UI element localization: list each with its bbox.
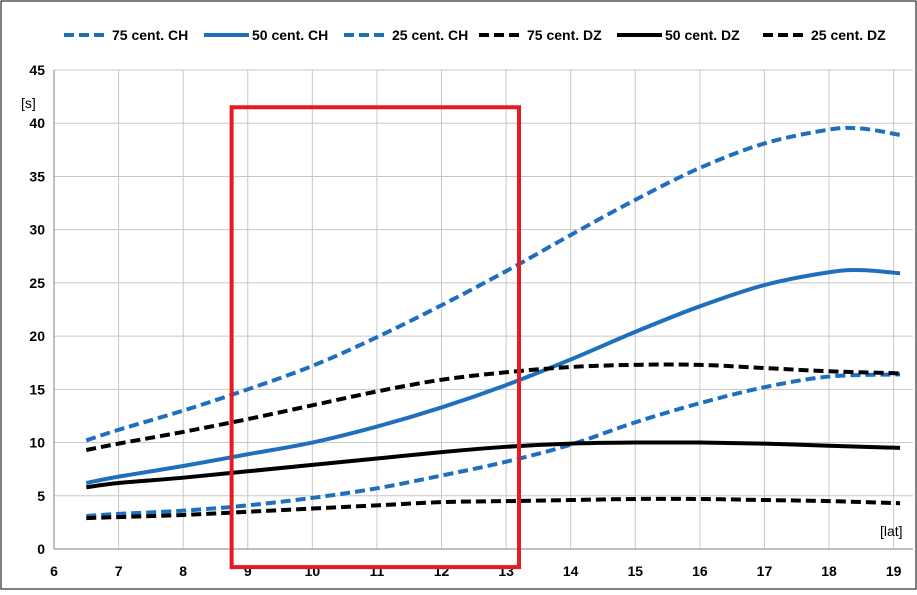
legend: 75 cent. CH 50 cent. CH 25 cent. CH 75 cent… bbox=[64, 27, 886, 43]
series-line-5 bbox=[86, 440, 901, 490]
y-tick-label: 5 bbox=[37, 488, 45, 504]
x-axis-label: [lat] bbox=[880, 523, 903, 539]
series-line-1 bbox=[85, 125, 901, 443]
y-tick-label: 45 bbox=[29, 62, 45, 78]
x-tick-label: 19 bbox=[886, 563, 902, 579]
series-line-3 bbox=[86, 372, 901, 518]
x-tick-label: 14 bbox=[563, 563, 579, 579]
series-lines bbox=[85, 125, 901, 521]
y-tick-label: 40 bbox=[29, 115, 45, 131]
legend-label-1: 75 cent. CH bbox=[112, 27, 188, 43]
x-tick-label: 18 bbox=[821, 563, 837, 579]
x-tick-label: 15 bbox=[627, 563, 643, 579]
series-line-4 bbox=[85, 362, 901, 452]
legend-label-5: 50 cent. DZ bbox=[665, 27, 740, 43]
legend-label-2: 50 cent. CH bbox=[252, 27, 328, 43]
legend-label-3: 25 cent. CH bbox=[392, 27, 468, 43]
y-tick-label: 15 bbox=[29, 381, 45, 397]
y-tick-label: 20 bbox=[29, 328, 45, 344]
legend-label-4: 75 cent. DZ bbox=[527, 27, 602, 43]
y-axis-label: [s] bbox=[21, 95, 36, 111]
y-tick-label: 30 bbox=[29, 222, 45, 238]
y-tick-label: 25 bbox=[29, 275, 45, 291]
y-tick-label: 10 bbox=[29, 435, 45, 451]
grid-lines bbox=[54, 69, 913, 549]
x-tick-label: 8 bbox=[179, 563, 187, 579]
y-tick-label: 35 bbox=[29, 168, 45, 184]
axes bbox=[53, 70, 913, 550]
x-tick-label: 9 bbox=[244, 563, 252, 579]
y-tick-label: 0 bbox=[37, 541, 45, 557]
x-tick-label: 7 bbox=[115, 563, 123, 579]
legend-label-6: 25 cent. DZ bbox=[811, 27, 886, 43]
x-tick-label: 16 bbox=[692, 563, 708, 579]
series-line-6 bbox=[86, 496, 901, 521]
series-line-2 bbox=[85, 268, 901, 485]
x-tick-label: 6 bbox=[50, 563, 58, 579]
highlight-box bbox=[229, 105, 522, 570]
x-tick-label: 17 bbox=[757, 563, 773, 579]
